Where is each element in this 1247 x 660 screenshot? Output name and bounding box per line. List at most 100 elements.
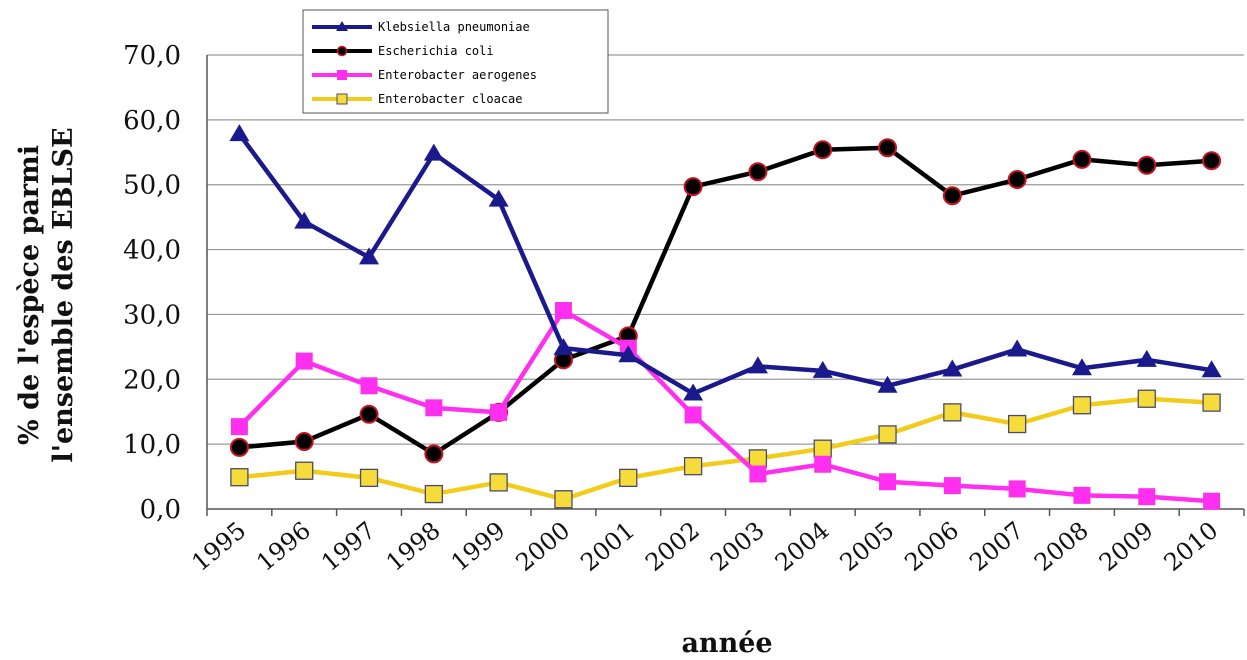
y-axis-title-line-2: l'ensemble des EBLSE xyxy=(48,127,79,462)
data-point xyxy=(619,468,638,488)
y-tick-label: 0,0 xyxy=(140,495,181,525)
data-point xyxy=(229,124,250,142)
legend-label: Enterobacter aerogenes xyxy=(378,68,537,82)
data-point xyxy=(747,356,768,374)
x-tick-label: 2007 xyxy=(964,516,1029,577)
legend-marker xyxy=(337,70,347,80)
data-point xyxy=(684,406,702,424)
data-point xyxy=(230,468,249,487)
data-point xyxy=(1072,149,1092,169)
data-point xyxy=(1136,349,1157,367)
legend-marker xyxy=(336,45,348,57)
data-point xyxy=(748,449,768,468)
data-point xyxy=(294,211,315,229)
data-point xyxy=(230,418,248,436)
y-tick-label: 60,0 xyxy=(123,106,181,136)
x-tick-label: 2009 xyxy=(1094,516,1159,577)
data-point xyxy=(489,473,508,492)
data-point xyxy=(1071,358,1092,376)
legend-label: Enterobacter cloacae xyxy=(378,92,523,106)
series-enterobacter-aerogenes xyxy=(230,302,1221,510)
data-point xyxy=(813,140,833,160)
data-point xyxy=(942,359,963,377)
data-point xyxy=(424,444,444,464)
y-tick-labels: 0,0 10,0 20,0 30,0 40,0 50,0 60,0 70,0 xyxy=(123,41,181,525)
data-point xyxy=(943,403,962,422)
data-point xyxy=(814,455,832,473)
y-tick-label: 20,0 xyxy=(123,365,181,395)
series-enterobacter-cloacae xyxy=(230,389,1221,509)
y-tick-label: 10,0 xyxy=(123,430,181,460)
data-point xyxy=(490,403,508,421)
x-tick-label: 1995 xyxy=(186,516,251,577)
data-point xyxy=(295,352,313,370)
data-point xyxy=(229,437,249,457)
x-tick-label: 2005 xyxy=(835,516,900,577)
data-point xyxy=(879,473,897,491)
data-point xyxy=(1007,170,1027,190)
y-tick-label: 40,0 xyxy=(123,236,181,266)
data-point xyxy=(553,338,574,356)
data-point xyxy=(1137,155,1157,175)
x-tick-label: 1996 xyxy=(251,516,316,577)
data-point xyxy=(943,477,961,495)
x-tick-label: 2002 xyxy=(640,516,705,577)
data-point xyxy=(683,177,703,197)
y-axis-title-line-1: % de l'espèce parmi xyxy=(14,145,45,445)
series-line xyxy=(239,145,1212,457)
data-point xyxy=(1008,480,1026,498)
series-klebsiella-pneumoniae xyxy=(229,124,1222,401)
data-point xyxy=(942,186,962,206)
legend-label: Escherichia coli xyxy=(378,44,494,58)
series-line xyxy=(237,308,1212,504)
data-point xyxy=(683,383,704,401)
data-point xyxy=(1138,488,1156,506)
data-point xyxy=(748,162,768,182)
legend-marker xyxy=(336,21,348,31)
y-tick-label: 50,0 xyxy=(123,171,181,201)
data-point xyxy=(877,375,898,393)
legend: Klebsiella pneumoniae Escherichia coli Ent… xyxy=(302,9,609,114)
x-tick-label: 2000 xyxy=(511,516,576,577)
data-point xyxy=(878,138,898,158)
series-line xyxy=(239,396,1212,502)
data-point xyxy=(359,247,380,265)
x-tick-label: 2010 xyxy=(1159,516,1224,577)
data-point xyxy=(1007,339,1028,357)
x-tick-label: 1999 xyxy=(446,516,511,577)
data-point xyxy=(360,377,378,395)
data-point xyxy=(423,143,444,161)
data-point xyxy=(812,360,833,378)
data-point xyxy=(1073,486,1091,504)
x-tick-label: 2008 xyxy=(1029,516,1094,577)
data-point xyxy=(1202,393,1221,412)
series-lines xyxy=(229,124,1222,510)
data-point xyxy=(359,468,379,488)
data-point xyxy=(749,465,767,483)
y-tick-label: 30,0 xyxy=(123,300,181,330)
data-point xyxy=(1072,396,1092,415)
data-point xyxy=(554,490,573,509)
x-tick-label: 2006 xyxy=(899,516,964,577)
legend-marker xyxy=(336,93,348,105)
data-point xyxy=(1203,492,1221,510)
x-axis-title: année xyxy=(681,628,772,659)
x-tick-label: 2001 xyxy=(575,516,640,577)
axes xyxy=(206,55,1244,510)
y-tick-label: 70,0 xyxy=(123,41,181,71)
x-tick-label: 1998 xyxy=(381,516,446,577)
data-point xyxy=(1202,151,1222,171)
data-point xyxy=(488,189,509,207)
data-point xyxy=(813,439,832,458)
series-escherichia-coli xyxy=(229,138,1222,464)
data-point xyxy=(1008,414,1027,434)
x-tick-labels: 1995 1996 1997 1998 1999 2000 2001 2002 2003 2004… xyxy=(186,509,1245,577)
legend-label: Klebsiella pneumoniae xyxy=(378,20,530,34)
data-point xyxy=(359,404,379,424)
data-point xyxy=(683,457,703,476)
data-point xyxy=(618,345,639,363)
data-point xyxy=(1137,389,1156,408)
x-tick-label: 2004 xyxy=(770,516,835,577)
data-point xyxy=(554,302,572,320)
